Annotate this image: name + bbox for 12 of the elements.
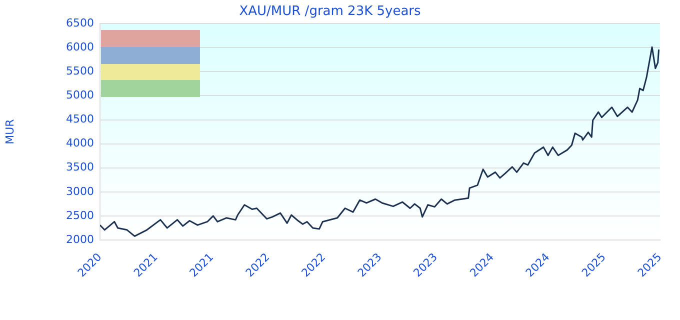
y-tick-label: 3000 [66,184,94,198]
y-tick-label: 4000 [66,136,94,150]
y-tick-label: 5000 [66,88,94,102]
y-tick-label: 6000 [66,40,94,54]
chart-title: XAU/MUR /gram 23K 5years [239,4,422,20]
y-tick-label: 3500 [66,160,94,174]
y-tick-label: 2500 [66,208,94,222]
y-tick-label: 4500 [66,112,94,126]
y-tick-label: 5500 [66,64,94,78]
y-tick-label: 6500 [66,16,94,30]
y-tick-label: 2000 [66,232,94,246]
y-axis-title: MUR [3,118,16,144]
